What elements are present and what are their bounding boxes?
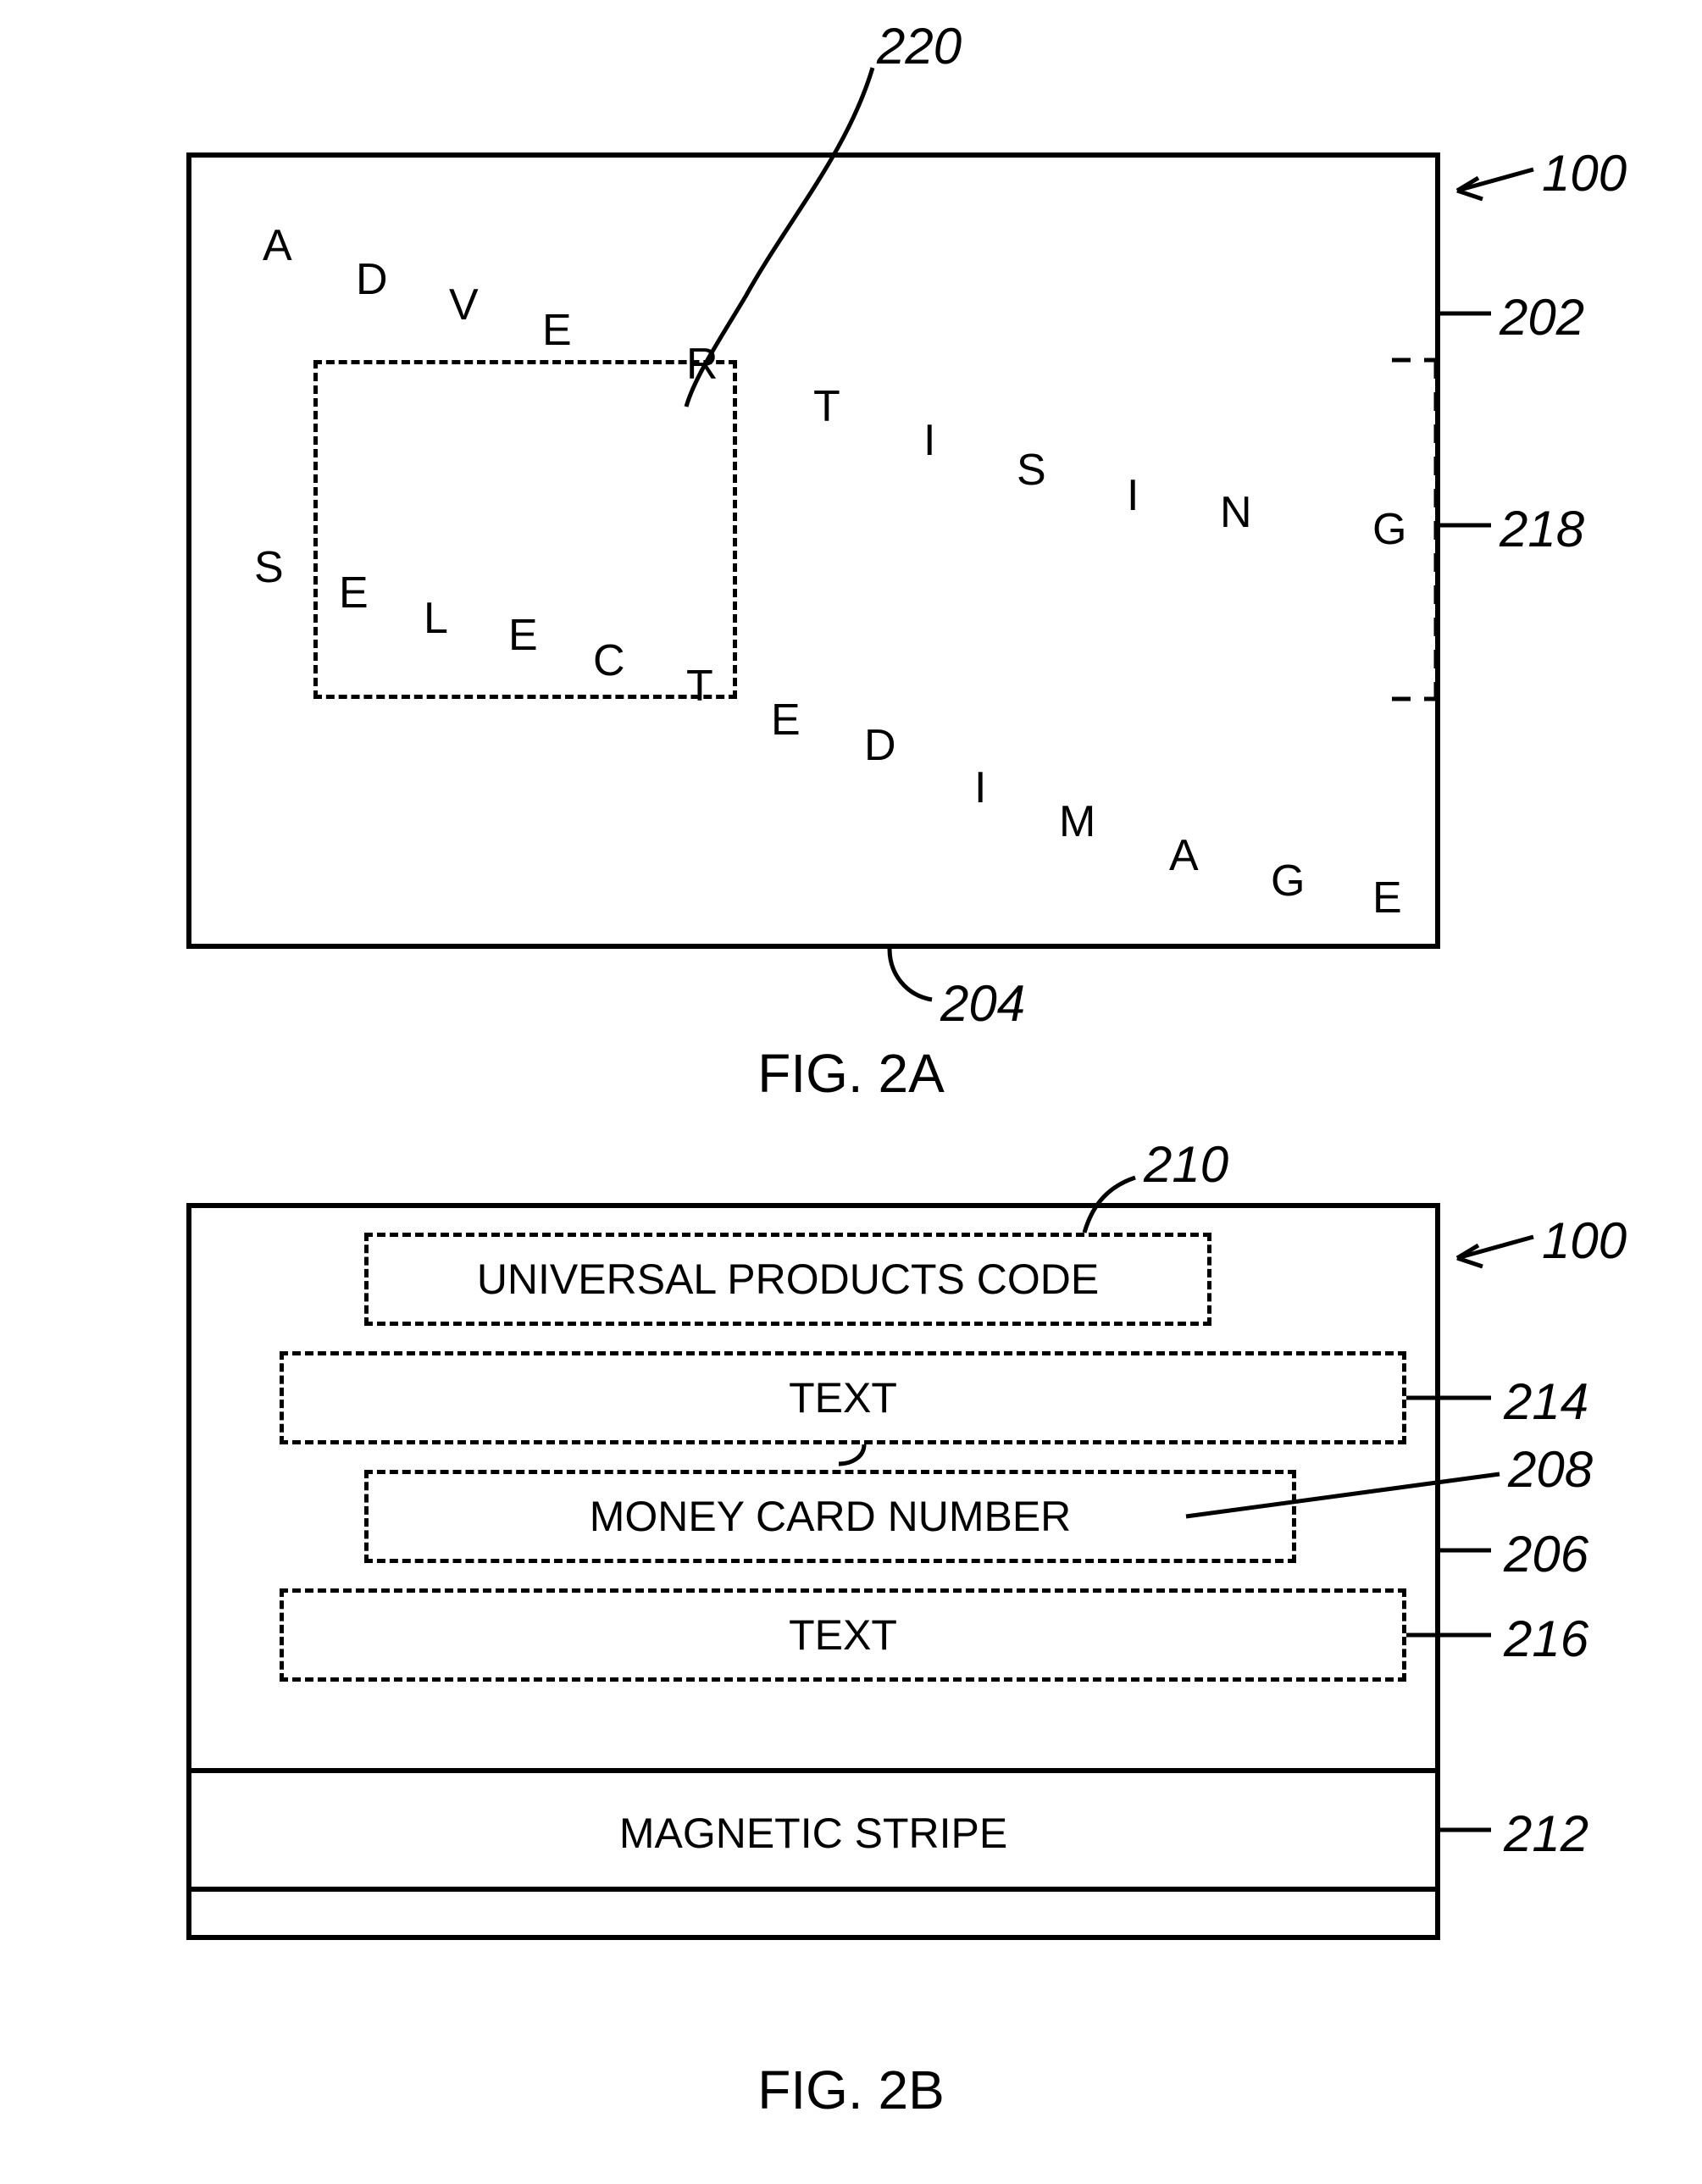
text1-label: TEXT [789,1373,897,1422]
letter: A [1169,830,1199,881]
ref-204: 204 [940,974,1025,1033]
letter: E [1372,873,1402,923]
upc-label: UNIVERSAL PRODUCTS CODE [477,1255,1099,1304]
fig2b-box-mcn: MONEY CARD NUMBER [364,1470,1296,1563]
letter: I [974,762,986,813]
letter: V [449,280,479,330]
fig2b-box-text1: TEXT [280,1351,1406,1444]
ref-202: 202 [1500,288,1584,346]
ref-100-a: 100 [1542,144,1627,202]
letter: D [864,720,896,771]
ref-212: 212 [1504,1804,1588,1863]
ref-208: 208 [1508,1440,1593,1499]
ref-218: 218 [1500,500,1584,558]
mcn-label: MONEY CARD NUMBER [590,1492,1072,1541]
magnetic-stripe-label: MAGNETIC STRIPE [186,1809,1440,1858]
letter: A [263,220,292,271]
letter: E [339,568,369,618]
letter: I [1127,470,1139,521]
letter: C [593,635,625,686]
page-root: A D V E R T I S I N G S E L E C T E D I … [0,0,1702,2184]
letter: M [1059,796,1095,847]
ref-214: 214 [1504,1372,1588,1431]
ref-206: 206 [1504,1525,1588,1583]
fig2b-box-text2: TEXT [280,1588,1406,1682]
letter: E [508,610,538,661]
ref-220: 220 [877,17,962,75]
ref-210: 210 [1144,1135,1228,1194]
letter: S [1017,445,1046,496]
text2-label: TEXT [789,1610,897,1660]
letter: D [356,254,388,305]
letter: L [424,593,448,644]
letter: G [1271,856,1305,906]
fig2a-caption: FIG. 2A [0,1042,1702,1105]
letter: S [254,542,284,593]
letter: N [1220,487,1252,538]
letter: R [686,339,718,390]
ref-100-b: 100 [1542,1211,1627,1270]
fig2b-box-upc: UNIVERSAL PRODUCTS CODE [364,1233,1211,1326]
letter: E [542,305,572,356]
ref-216: 216 [1504,1610,1588,1668]
letter: I [923,415,935,466]
letter: G [1372,504,1406,555]
letter: E [771,695,801,746]
fig2b-caption: FIG. 2B [0,2059,1702,2121]
letter: T [686,661,713,712]
letter: T [813,381,840,432]
